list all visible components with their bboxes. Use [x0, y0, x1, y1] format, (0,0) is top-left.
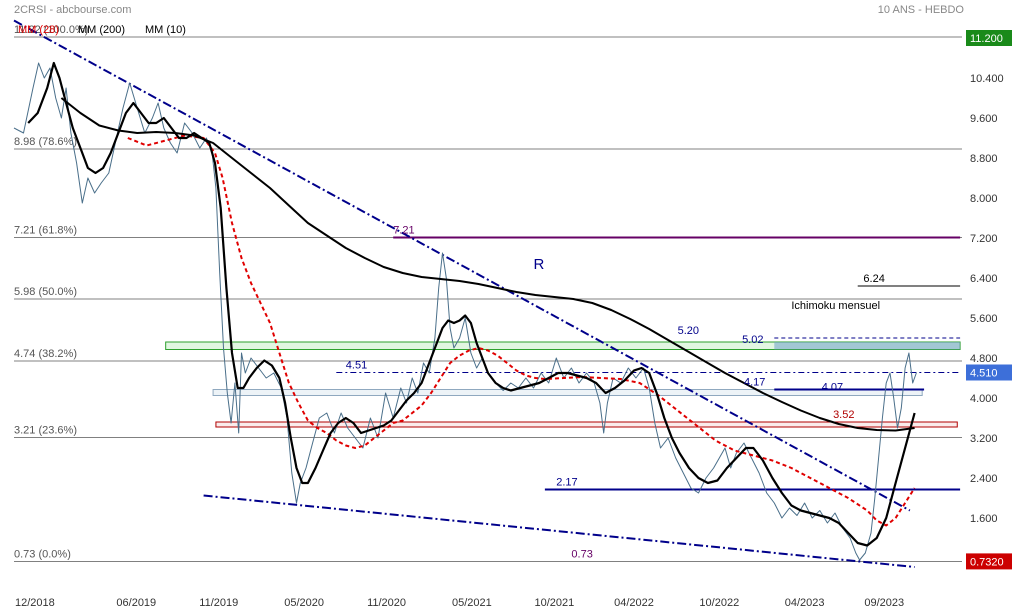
fib-level-label: 8.98 (78.6%) [14, 136, 77, 148]
annotation-label: 7.21 [393, 225, 414, 237]
price-badge-last: 4.510 [966, 364, 1012, 381]
axes: 10.400 9.600 8.800 8.000 7.200 6.400 5.600 4.80… [15, 30, 1012, 609]
price-badge-bg [966, 553, 1012, 570]
fib-level-label: 5.98 (50.0%) [14, 286, 77, 298]
annotation-label: 6.24 [863, 273, 884, 285]
y-tick-label: 2.400 [970, 473, 998, 485]
price-badge-top: 11.200 [966, 30, 1012, 46]
y-tick-label: 6.400 [970, 273, 998, 285]
zones [165, 236, 961, 491]
fib-level-label: 3.21 (23.6%) [14, 425, 77, 437]
chart-period-title: 10 ANS - HEBDO [878, 4, 965, 16]
y-tick-label: 8.800 [970, 153, 998, 165]
y-tick-label: 5.600 [970, 313, 998, 325]
price-badge-label: 0.7320 [970, 556, 1004, 568]
x-tick-label: 12/2018 [15, 597, 55, 609]
y-tick-label: 8.000 [970, 193, 998, 205]
fib-level-label: 11.22 (100.0%) [14, 24, 88, 36]
support-zone-blue [212, 389, 923, 396]
x-tick-label: 05/2020 [284, 597, 324, 609]
x-tick-label: 04/2023 [785, 597, 825, 609]
legend-mm28: MM (28) [18, 24, 59, 36]
annotation-label: 4.07 [822, 382, 843, 394]
annotation-label: 4.51 [346, 360, 367, 372]
price-series-line [13, 62, 917, 561]
annotation-label: 5.20 [678, 325, 699, 337]
y-tick-label: 7.200 [970, 233, 998, 245]
annotation-label: R [534, 256, 545, 273]
trendlines [13, 19, 915, 568]
y-tick-label: 4.800 [970, 353, 998, 365]
annotation-label: 0.73 [571, 549, 592, 561]
fib-level-label: 4.74 (38.2%) [14, 348, 77, 360]
ichimoku-cloud-zone [774, 342, 961, 350]
support-zone-red [215, 421, 958, 428]
x-tick-label: 06/2019 [116, 597, 156, 609]
price-badge-label: 4.510 [970, 368, 998, 380]
x-tick-label: 10/2021 [534, 597, 574, 609]
annotation-label: 5.02 [742, 334, 763, 346]
annotations: 7.21 R 6.24 Ichimoku mensuel 5.20 5.02 4.51 4.1… [346, 225, 885, 561]
x-tick-label: 05/2021 [452, 597, 492, 609]
x-tick-label: 09/2023 [864, 597, 904, 609]
annotation-label: 3.52 [833, 409, 854, 421]
price-badge-bg [966, 30, 1012, 46]
price-badge-label: 11.200 [970, 33, 1003, 45]
mm10-series-line [27, 61, 916, 547]
chart-source-title: 2CRSI - abcbourse.com [14, 4, 131, 16]
x-tick-label: 11/2020 [367, 597, 406, 609]
annotation-label: Ichimoku mensuel [791, 300, 880, 312]
trendline-support [203, 494, 915, 568]
series [13, 61, 917, 561]
x-tick-label: 04/2022 [614, 597, 654, 609]
fib-level-label: 0.73 (0.0%) [14, 549, 71, 561]
fib-level-label: 7.21 (61.8%) [14, 225, 77, 237]
fibonacci-levels: 11.22 (100.0%) 8.98 (78.6%) 7.21 (61.8%) 5.… [14, 24, 962, 562]
legend-mm200: MM (200) [78, 24, 125, 36]
trendline-R [13, 19, 911, 512]
price-badge-bg [966, 364, 1012, 381]
x-tick-label: 10/2022 [699, 597, 739, 609]
legend-mm10: MM (10) [145, 24, 186, 36]
y-tick-label: 4.000 [970, 393, 998, 405]
y-tick-label: 3.200 [970, 433, 998, 445]
y-tick-label: 10.400 [970, 73, 1004, 85]
x-tick-label: 11/2019 [199, 597, 238, 609]
annotation-label: 2.17 [556, 477, 577, 489]
y-tick-label: 9.600 [970, 113, 998, 125]
annotation-label: 4.17 [744, 377, 765, 389]
mm28-series-line [127, 134, 916, 527]
y-tick-label: 1.600 [970, 513, 998, 525]
legend: MM (28) MM (200) MM (10) [18, 24, 186, 36]
price-badge-low: 0.7320 [966, 553, 1012, 570]
